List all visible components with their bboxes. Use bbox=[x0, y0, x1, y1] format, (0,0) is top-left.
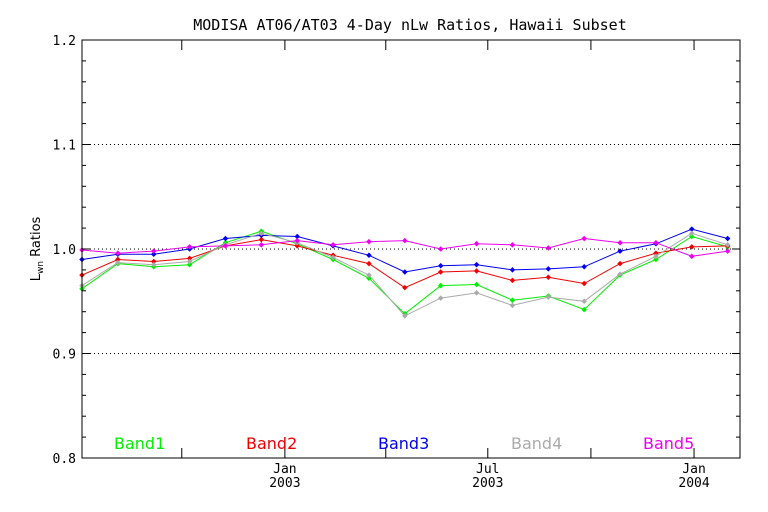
y-axis-title: Lwn Ratios bbox=[29, 216, 46, 281]
data-point bbox=[473, 241, 480, 247]
data-point bbox=[545, 245, 552, 251]
data-point bbox=[222, 235, 229, 242]
data-point bbox=[150, 248, 157, 254]
data-point bbox=[617, 248, 623, 254]
data-point bbox=[402, 269, 408, 275]
data-point bbox=[473, 268, 480, 274]
legend-entry-band3: Band3 bbox=[378, 434, 429, 453]
data-point bbox=[473, 261, 480, 268]
data-point bbox=[330, 254, 336, 261]
data-point bbox=[294, 237, 300, 244]
data-point bbox=[689, 244, 695, 250]
y-tick-label: 1.2 bbox=[53, 34, 76, 49]
series-band5 bbox=[79, 235, 731, 260]
data-point bbox=[366, 238, 372, 245]
data-point bbox=[509, 267, 516, 273]
data-point bbox=[258, 242, 265, 248]
x-tick-label-month: Jan bbox=[273, 462, 296, 477]
x-tick-label-month: Jul bbox=[476, 462, 499, 477]
data-point bbox=[258, 230, 265, 237]
data-point bbox=[402, 313, 408, 319]
data-point bbox=[545, 294, 552, 300]
y-tick-label: 0.9 bbox=[53, 348, 76, 363]
grid-lines bbox=[82, 144, 740, 354]
data-point bbox=[473, 290, 480, 296]
data-point bbox=[222, 243, 229, 249]
series-line bbox=[81, 239, 728, 289]
y-axis: 0.8 0.9 1.0 1.1 1.2 bbox=[53, 34, 740, 467]
data-point bbox=[366, 275, 372, 282]
data-point bbox=[150, 251, 157, 257]
data-point bbox=[617, 271, 623, 277]
x-tick-label-year: 2003 bbox=[269, 476, 300, 491]
data-point bbox=[115, 259, 121, 266]
data-point bbox=[689, 233, 695, 240]
data-point bbox=[366, 272, 372, 278]
data-point bbox=[437, 262, 444, 269]
legend: Band1 Band2 Band3 Band4 Band5 bbox=[114, 434, 694, 453]
data-point bbox=[724, 248, 731, 254]
data-point bbox=[402, 284, 408, 291]
data-point bbox=[689, 253, 695, 260]
data-point bbox=[509, 297, 516, 303]
data-point bbox=[437, 246, 444, 252]
y-tick-label: 1.0 bbox=[53, 243, 76, 258]
legend-entry-band4: Band4 bbox=[511, 434, 562, 453]
series-band2 bbox=[79, 236, 731, 291]
data-point bbox=[115, 250, 121, 256]
chart-title: MODISA AT06/AT03 4-Day nLw Ratios, Hawai… bbox=[193, 16, 626, 34]
y-axis-title-main: L bbox=[29, 273, 44, 281]
data-point bbox=[689, 230, 695, 237]
x-tick-label-year: 2004 bbox=[678, 476, 709, 491]
data-point bbox=[437, 269, 444, 275]
series-layer bbox=[79, 226, 731, 319]
data-point bbox=[617, 239, 623, 246]
x-tick-label-year: 2003 bbox=[472, 476, 503, 491]
data-point bbox=[653, 256, 659, 263]
y-tick-label: 0.8 bbox=[53, 452, 76, 467]
data-point bbox=[617, 260, 623, 267]
data-point bbox=[653, 239, 659, 246]
data-point bbox=[258, 236, 265, 243]
legend-entry-band1: Band1 bbox=[114, 434, 165, 453]
data-point bbox=[545, 274, 552, 280]
data-point bbox=[402, 237, 408, 244]
series-band3 bbox=[79, 226, 731, 275]
data-point bbox=[330, 242, 336, 248]
data-point bbox=[186, 244, 193, 250]
series-band4 bbox=[79, 230, 731, 319]
data-point bbox=[581, 298, 587, 305]
data-point bbox=[509, 277, 516, 284]
data-point bbox=[150, 261, 157, 268]
data-point bbox=[581, 263, 587, 270]
data-point bbox=[653, 253, 659, 260]
legend-entry-band5: Band5 bbox=[643, 434, 694, 453]
data-point bbox=[186, 261, 193, 268]
data-point bbox=[581, 235, 587, 242]
data-point bbox=[724, 242, 731, 248]
data-point bbox=[437, 295, 444, 301]
data-point bbox=[294, 243, 300, 249]
data-point bbox=[724, 235, 731, 242]
y-tick-label: 1.1 bbox=[53, 139, 76, 154]
data-point bbox=[186, 258, 193, 265]
x-tick-label-month: Jan bbox=[682, 462, 705, 477]
legend-entry-band2: Band2 bbox=[246, 434, 297, 453]
data-point bbox=[545, 266, 552, 272]
data-point bbox=[581, 306, 587, 313]
y-axis-title-subscript: wn bbox=[36, 261, 46, 274]
data-point bbox=[366, 252, 372, 259]
data-point bbox=[366, 260, 372, 267]
data-point bbox=[437, 282, 444, 289]
data-point bbox=[509, 242, 516, 248]
y-axis-title-rest: Ratios bbox=[29, 216, 44, 261]
data-point bbox=[581, 280, 587, 287]
data-point bbox=[509, 302, 516, 309]
data-point bbox=[473, 281, 480, 288]
